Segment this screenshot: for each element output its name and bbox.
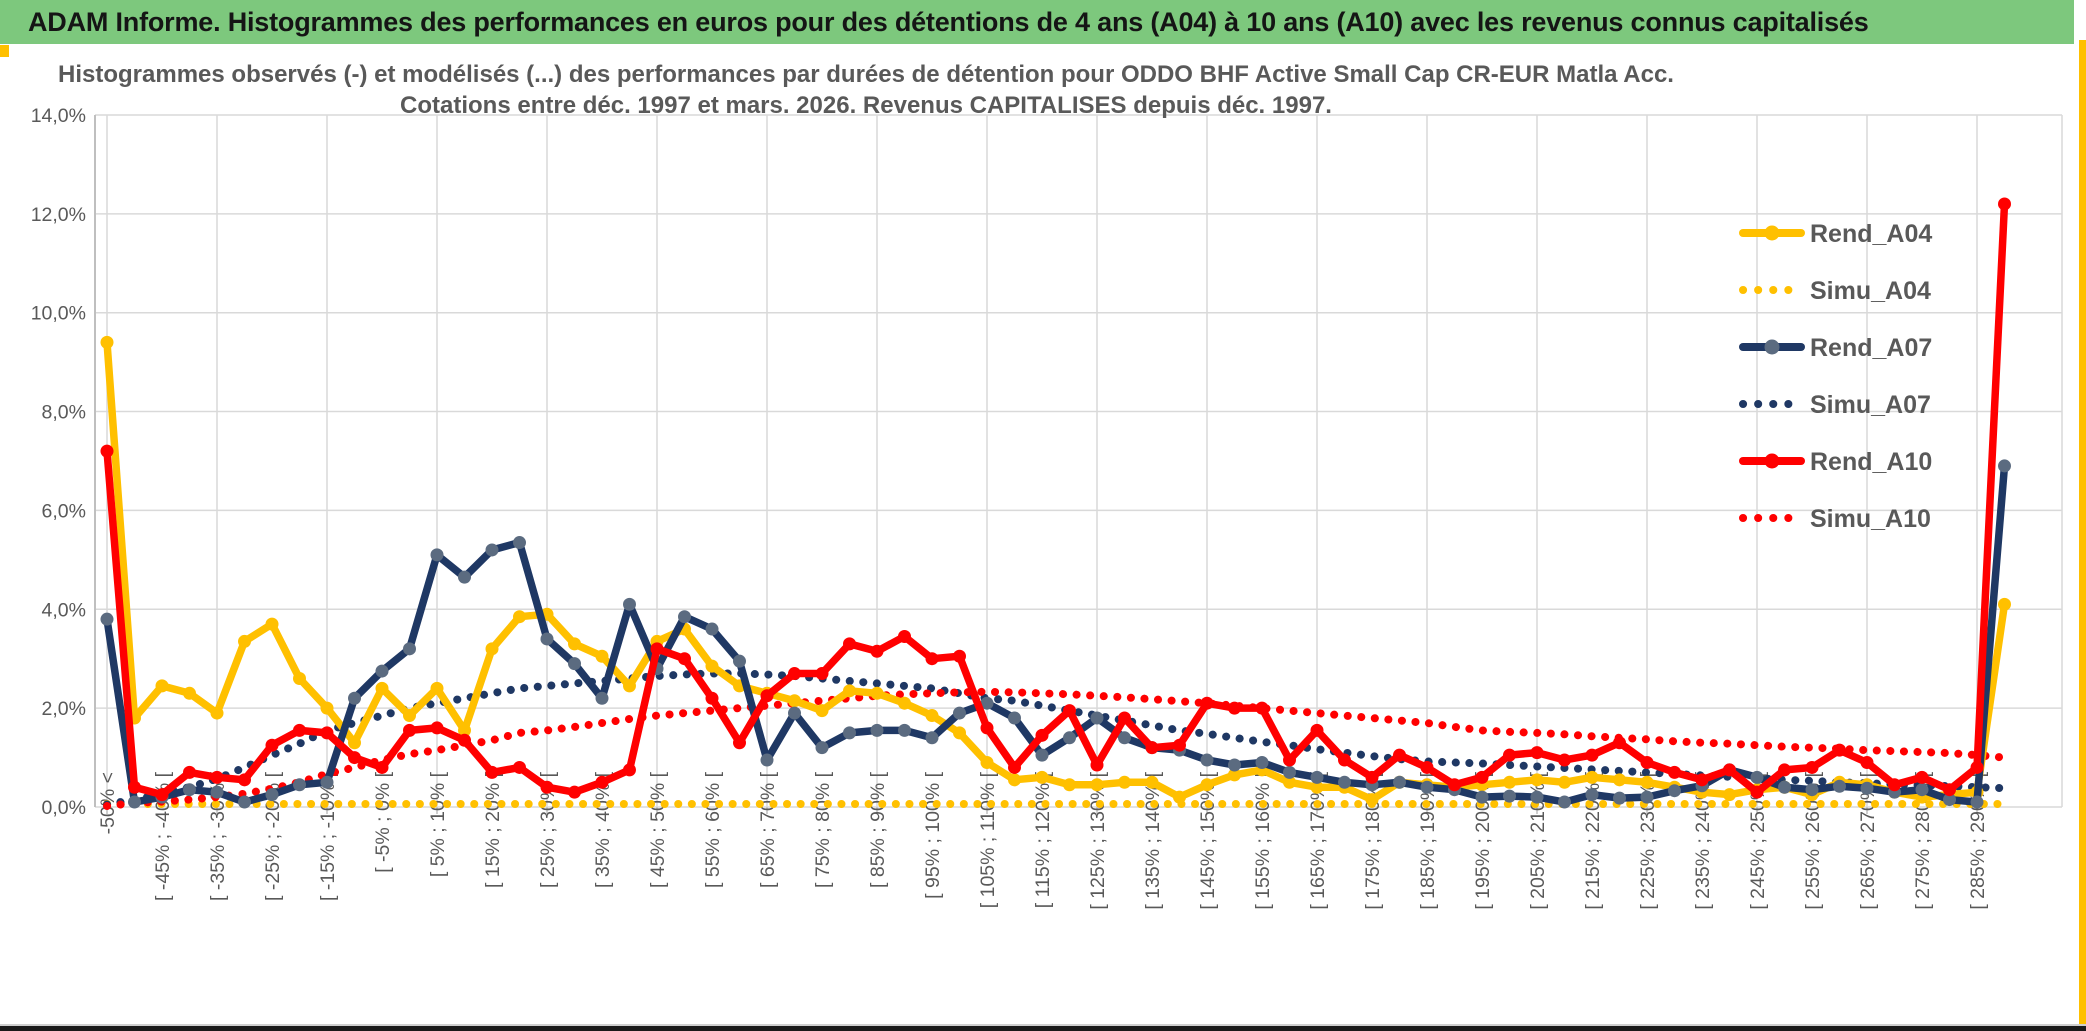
svg-text:[ 105% ; 110% [: [ 105% ; 110% [	[977, 771, 999, 908]
svg-text:4,0%: 4,0%	[42, 599, 86, 621]
svg-text:Rend_A04: Rend_A04	[1810, 220, 1932, 248]
svg-text:Cotations entre déc. 1997 et m: Cotations entre déc. 1997 et mars. 2026.…	[400, 92, 1332, 119]
svg-text:6,0%: 6,0%	[42, 500, 86, 522]
svg-text:2,0%: 2,0%	[42, 698, 86, 720]
legend: Rend_A04 Simu_A04 Rend_A07 Simu_A07 Rend_A10…	[1739, 220, 1932, 533]
left-edge-accent	[0, 45, 9, 57]
svg-text:8,0%: 8,0%	[42, 402, 86, 424]
series-Rend_A04	[100, 335, 2011, 807]
svg-text:[ 5% ; 10% [: [ 5% ; 10% [	[427, 771, 449, 877]
y-axis-labels: 0,0% 2,0% 4,0% 6,0% 8,0% 10,0% 12,0% 14,0%	[31, 105, 86, 819]
svg-text:Simu_A07: Simu_A07	[1810, 391, 1931, 419]
svg-text:[ 125% ; 130% [: [ 125% ; 130% [	[1087, 771, 1109, 909]
svg-text:Rend_A07: Rend_A07	[1810, 334, 1932, 362]
window-title: ADAM Informe. Histogrammes des performan…	[28, 6, 1869, 37]
title-bar: ADAM Informe. Histogrammes des performan…	[0, 0, 2074, 44]
svg-text:12,0%: 12,0%	[31, 204, 86, 226]
svg-text:Simu_A04: Simu_A04	[1810, 277, 1931, 305]
legend-item-Rend_A10: Rend_A10	[1739, 448, 1932, 476]
svg-text:[ 45% ; 50% [: [ 45% ; 50% [	[647, 771, 669, 888]
legend-item-Rend_A04: Rend_A04	[1739, 220, 1932, 248]
right-edge-accent	[2079, 40, 2086, 1027]
legend-item-Rend_A07: Rend_A07	[1739, 334, 1932, 362]
svg-text:14,0%: 14,0%	[31, 105, 86, 127]
svg-text:[ 175% ; 180% [: [ 175% ; 180% [	[1362, 771, 1384, 909]
gridlines	[94, 114, 2063, 814]
chart-title: Histogrammes observés (-) et modélisés (…	[58, 61, 1674, 119]
series-Simu_A10	[103, 687, 2009, 810]
svg-text:Histogrammes observés (-) et m: Histogrammes observés (-) et modélisés (…	[58, 61, 1674, 88]
svg-text:[ 115% ; 120% [: [ 115% ; 120% [	[1032, 771, 1054, 908]
svg-text:Rend_A10: Rend_A10	[1810, 448, 1932, 476]
svg-text:[ 85% ; 90% [: [ 85% ; 90% [	[867, 771, 889, 888]
svg-text:Simu_A10: Simu_A10	[1810, 505, 1931, 533]
legend-item-Simu_A04: Simu_A04	[1739, 277, 1931, 305]
svg-text:[ 35% ; 40% [: [ 35% ; 40% [	[592, 771, 614, 888]
svg-text:[ 75% ; 80% [: [ 75% ; 80% [	[812, 771, 834, 888]
svg-text:10,0%: 10,0%	[31, 303, 86, 325]
legend-item-Simu_A07: Simu_A07	[1739, 391, 1931, 419]
series-Rend_A07	[100, 459, 2011, 809]
svg-text:[ 15% ; 20% [: [ 15% ; 20% [	[482, 771, 504, 888]
svg-text:[ 55% ; 60% [: [ 55% ; 60% [	[702, 771, 724, 888]
series-Rend_A10	[100, 197, 2011, 802]
svg-text:[ 95% ; 100% [: [ 95% ; 100% [	[922, 771, 944, 898]
svg-text:[ -5% ; 0% [: [ -5% ; 0% [	[372, 771, 394, 872]
svg-text:[ 135% ; 140% [: [ 135% ; 140% [	[1142, 771, 1164, 909]
svg-text:[ -15% ; -10% [: [ -15% ; -10% [	[317, 771, 339, 901]
svg-text:[ 155% ; 160% [: [ 155% ; 160% [	[1252, 771, 1274, 909]
svg-text:[ 185% ; 190% [: [ 185% ; 190% [	[1417, 771, 1439, 909]
bottom-window-edge	[0, 1024, 2086, 1031]
svg-text:[ 145% ; 150% [: [ 145% ; 150% [	[1197, 771, 1219, 909]
svg-text:[ 65% ; 70% [: [ 65% ; 70% [	[757, 771, 779, 888]
svg-text:0,0%: 0,0%	[42, 797, 86, 819]
legend-item-Simu_A10: Simu_A10	[1739, 505, 1931, 533]
svg-text:[ 165% ; 170% [: [ 165% ; 170% [	[1307, 771, 1329, 909]
